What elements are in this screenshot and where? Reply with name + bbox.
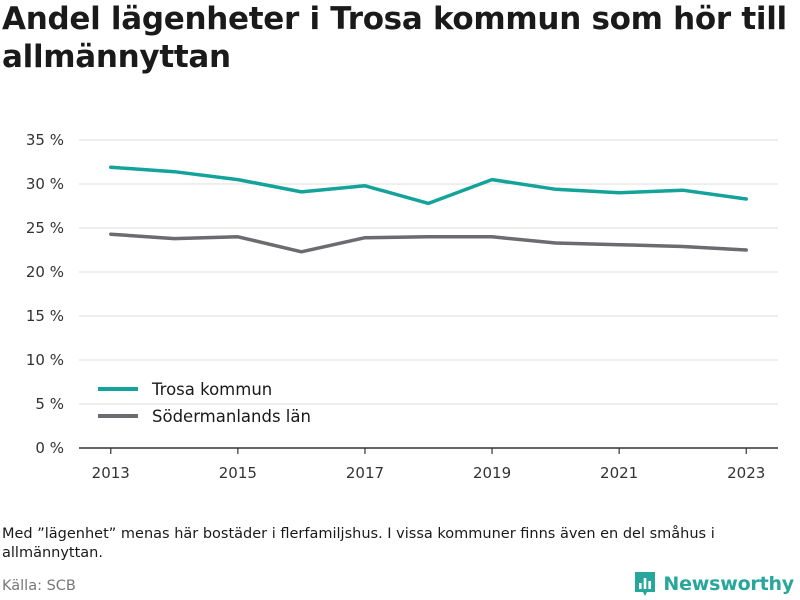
y-tick-label: 15 % [26, 307, 64, 325]
legend-label: Trosa kommun [151, 380, 272, 399]
y-axis-ticks: 0 % 5 % 10 % 15 % 20 % 25 % 30 % 35 % [26, 131, 64, 457]
x-tick-label: 2015 [219, 464, 257, 482]
y-tick-label: 30 % [26, 175, 64, 193]
x-axis: 2013 2015 2017 2019 2021 2023 [79, 447, 778, 482]
x-tick-label: 2019 [473, 464, 511, 482]
y-tick-label: 5 % [35, 395, 64, 413]
y-tick-label: 0 % [35, 439, 64, 457]
bar-chart-icon [635, 572, 656, 596]
series-lines [109, 165, 748, 254]
y-tick-label: 35 % [26, 131, 64, 149]
x-tick-label: 2021 [600, 464, 638, 482]
chart-note: Med ”lägenhet” menas här bostäder i fler… [2, 526, 715, 561]
brand-name: Newsworthy [663, 573, 794, 595]
line-chart: 0 %5 %10 %15 %20 %25 %30 %35 % 2013 2015 2… [26, 131, 778, 482]
brand-logo[interactable]: Newsworthy [633, 569, 794, 599]
x-tick-label: 2013 [92, 464, 130, 482]
legend: Trosa kommun Södermanlands län [98, 380, 311, 426]
series-line-0 [109, 165, 748, 206]
gridlines [79, 139, 778, 405]
legend-label: Södermanlands län [152, 407, 311, 426]
y-tick-label: 20 % [26, 263, 64, 281]
x-tick-label: 2017 [346, 464, 384, 482]
y-tick-label: 10 % [26, 351, 64, 369]
series-line-1 [109, 232, 748, 254]
source-label: Källa: SCB [2, 578, 76, 594]
x-tick-label: 2023 [727, 464, 765, 482]
chart-title: Andel lägenheter i Trosa kommun som hör … [2, 1, 787, 75]
y-tick-label: 25 % [26, 219, 64, 237]
